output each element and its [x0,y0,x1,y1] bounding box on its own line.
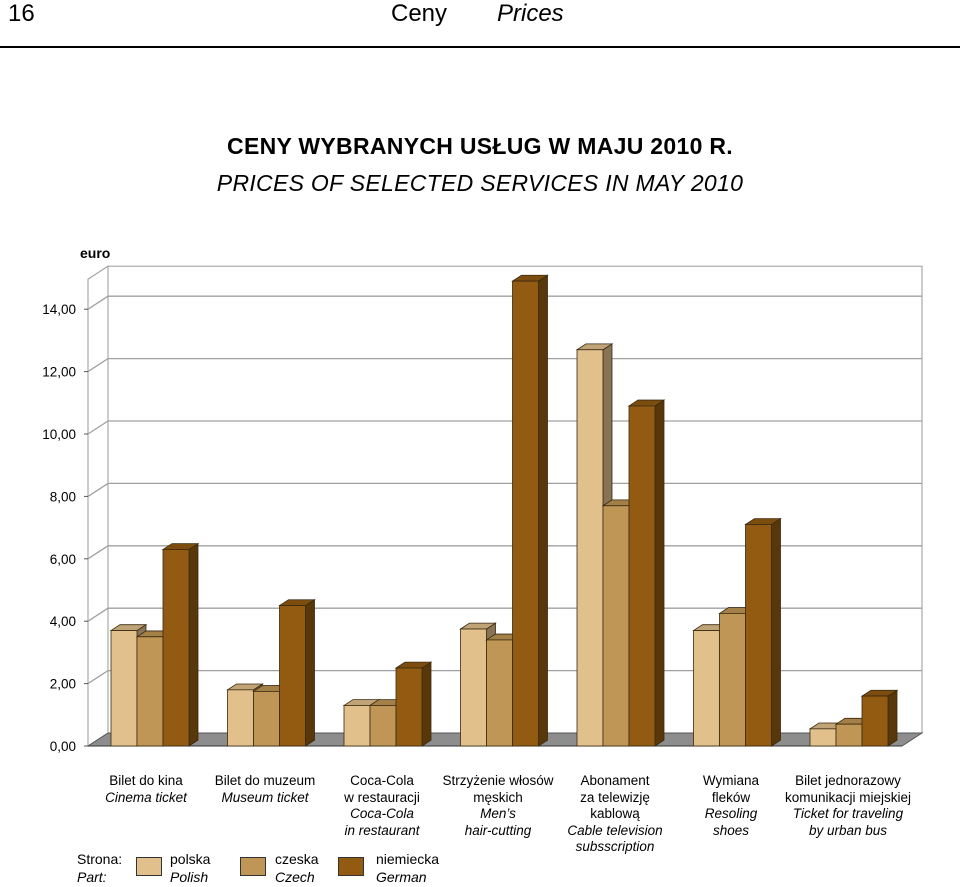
gridline [87,357,922,373]
category-label: Wymiana fleków Resoling shoes [656,773,806,839]
page-number: 16 [8,0,35,27]
category-label: Strzyżenie włosów męskich Men’s hair-cuttin… [423,773,573,839]
category-label-polish: męskich [473,789,523,805]
page-header: 16 Ceny Prices [0,0,960,48]
bar [627,399,666,747]
category-label-english: in restaurant [344,822,420,838]
category-label-english: subsscription [575,839,655,854]
category-label-english: Resoling [704,806,758,821]
category-label-polish: Strzyżenie włosów [442,773,554,788]
section-title-english: Prices [497,0,564,27]
legend-swatch [338,857,364,876]
bar [278,599,316,747]
y-tick-label: 2,00 [50,677,76,692]
category-label-polish: Coca-Cola [350,773,414,788]
chart-subtitle: PRICES OF SELECTED SERVICES IN MAY 2010 [216,170,744,196]
category-label-polish: Bilet do muzeum [214,773,316,788]
y-tick-label: 12,00 [42,365,76,380]
category-label-english: hair-cutting [464,822,532,838]
legend-swatch [240,857,266,876]
y-tick-label: 4,00 [50,614,76,629]
category-label-polish: Bilet do kina [109,773,183,788]
category-label: Bilet do kina Cinema ticket [71,773,221,806]
bar [511,274,549,747]
category-label: Bilet jednorazowy komunikacji miejskiej Ti… [773,773,923,839]
y-tick-label: 14,00 [42,302,76,317]
legend-entry: niemiecka German [376,851,440,885]
bar [161,542,200,747]
legend-title: Strona: Part: [77,851,123,885]
chart-title: CENY WYBRANYCH USŁUG W MAJU 2010 R. [227,133,733,159]
y-axis-label: euro [80,245,110,261]
bar [368,698,407,747]
category-label-english: Ticket for traveling [792,806,904,821]
section-title-polish: Ceny [391,0,448,27]
category-label-english: shoes [712,822,750,838]
category-label: Abonament za telewizję kablową Cable televi… [540,773,690,856]
category-label: Bilet do muzeum Museum ticket [190,773,340,806]
bar [394,661,433,747]
category-label-polish: Bilet jednorazowy [795,773,901,788]
legend-swatch [136,857,162,876]
category-label-english: Men’s [480,806,516,821]
bar [744,517,782,747]
bar [860,689,899,747]
category-label-polish: w restauracji [344,789,420,805]
category-label-english: Cable television [567,822,663,838]
category-label-polish: komunikacji miejskiej [784,789,912,805]
category-label-polish: fleków [711,789,751,805]
category-label-polish: Wymiana [702,773,760,788]
category-label-english: Cinema ticket [105,789,187,805]
category-label: Coca-Cola w restauracji Coca-Cola in restau… [307,773,457,839]
category-label-polish: za telewizję [580,789,650,805]
y-tick-label: 8,00 [50,489,76,504]
category-label-polish: Abonament [580,773,650,788]
y-tick-label: 10,00 [42,427,76,442]
category-label-english: Coca-Cola [350,806,414,821]
gridline [87,295,922,310]
category-label-english: Museum ticket [221,789,309,805]
category-label-english: by urban bus [808,822,888,838]
legend-entry: czeska Czech [275,851,319,885]
legend-entry: polska Polish [170,851,211,885]
chart-side-wall [87,265,109,747]
y-tick-label: 0,00 [50,739,76,754]
y-tick-label: 6,00 [50,552,76,567]
category-label-polish: kablową [590,806,640,821]
